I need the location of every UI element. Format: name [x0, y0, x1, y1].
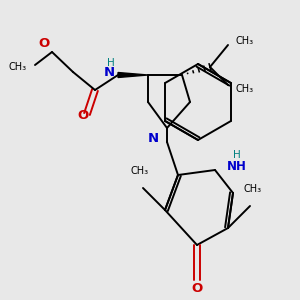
Text: O: O	[191, 281, 203, 295]
Text: N: N	[104, 67, 115, 80]
Text: CH₃: CH₃	[9, 62, 27, 72]
Text: CH₃: CH₃	[131, 166, 149, 176]
Polygon shape	[118, 73, 148, 77]
Text: CH₃: CH₃	[244, 184, 262, 194]
Text: N: N	[148, 132, 159, 145]
Text: H: H	[233, 150, 241, 160]
Text: NH: NH	[227, 160, 247, 173]
Text: CH₃: CH₃	[236, 84, 254, 94]
Text: O: O	[77, 109, 88, 122]
Text: CH₃: CH₃	[236, 36, 254, 46]
Text: H: H	[107, 58, 115, 68]
Text: O: O	[39, 37, 50, 50]
